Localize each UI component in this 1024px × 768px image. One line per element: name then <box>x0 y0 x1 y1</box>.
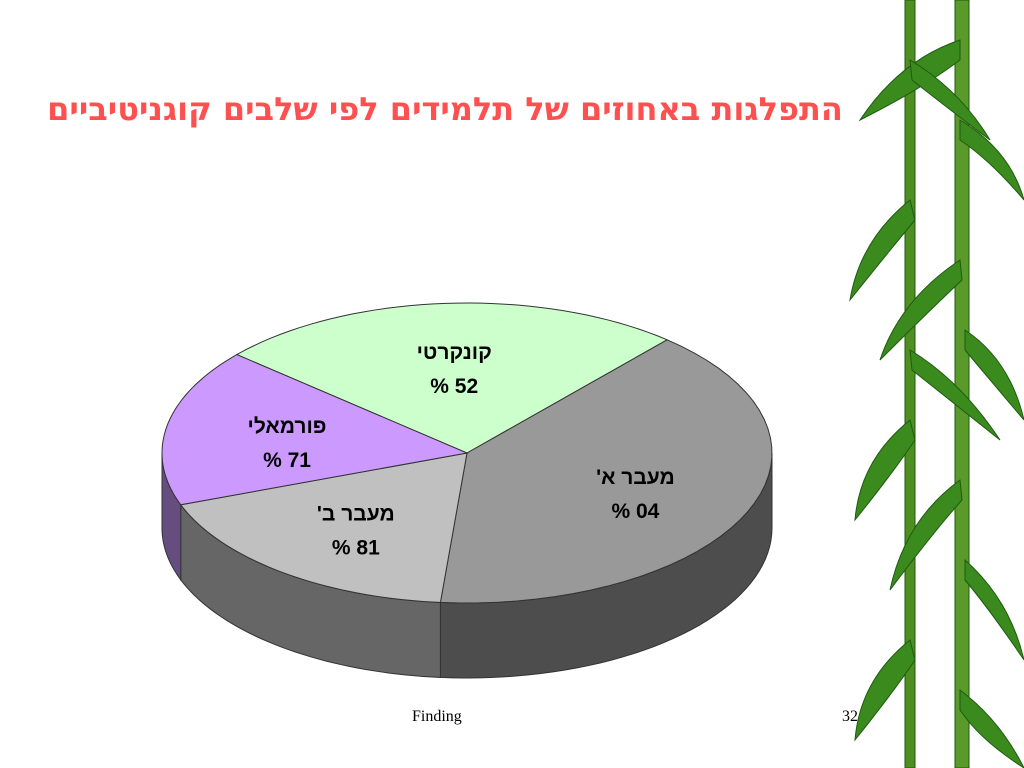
pie-slice <box>179 452 468 603</box>
pie-slice <box>235 302 669 454</box>
slice-label: מעבר א' <box>596 466 675 489</box>
slide-title: התפלגות באחוזים של תלמידים לפי שלבים קוג… <box>47 90 843 128</box>
slice-value-label: 17 % <box>263 449 311 472</box>
footer-text: Finding <box>412 708 462 725</box>
slice-label: פורמאלי <box>248 415 327 438</box>
slice-label: מעבר ב' <box>317 502 395 525</box>
slice-value-label: 25 % <box>430 375 478 398</box>
page-number: 32 <box>842 708 858 725</box>
pie-slice <box>161 354 469 506</box>
slice-value-label: 18 % <box>332 536 380 559</box>
slice-label: קונקרטי <box>417 341 492 364</box>
pie-slice <box>439 339 773 604</box>
slice-value-label: 40 % <box>612 500 660 523</box>
